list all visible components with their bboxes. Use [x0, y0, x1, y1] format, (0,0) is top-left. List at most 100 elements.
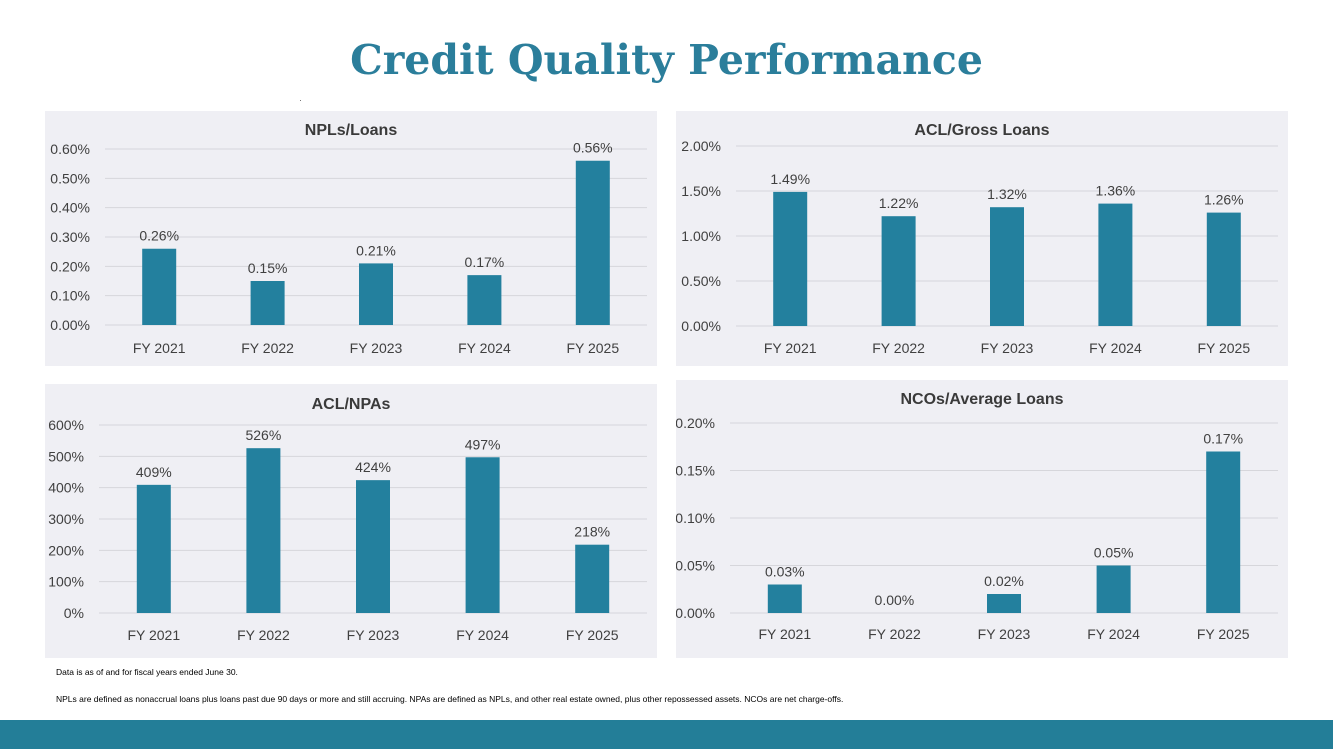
data-label: 1.36%	[1096, 183, 1136, 199]
footnote-fiscal-year: Data is as of and for fiscal years ended…	[56, 667, 238, 677]
data-label: 0.17%	[465, 254, 505, 270]
y-tick-label: 1.00%	[681, 228, 721, 244]
y-tick-label: 0.15%	[676, 463, 715, 479]
y-tick-label: 400%	[48, 480, 84, 496]
bar-fy-2021	[142, 248, 177, 325]
y-tick-label: 0.50%	[681, 273, 721, 289]
y-tick-label: 2.00%	[681, 138, 721, 154]
y-tick-label: 0.60%	[50, 141, 90, 157]
chart-panel-acl-gross-loans: ACL/Gross Loans 0.00% 0.50% 1.00% 1.50% 2.00%…	[676, 111, 1288, 366]
category-label: FY 2022	[868, 626, 921, 642]
category-label: FY 2022	[237, 627, 290, 643]
chart-svg-acl-npas: ACL/NPAs 0% 100% 200% 300% 400% 500% 600% 409% FY…	[48, 396, 647, 643]
bar-fy-2025	[1206, 451, 1241, 613]
bar-fy-2021	[767, 584, 802, 613]
data-label: 0.15%	[248, 260, 288, 276]
data-label: 0.17%	[1203, 431, 1243, 447]
y-tick-label: 200%	[48, 542, 84, 558]
bar-fy-2023	[990, 207, 1024, 326]
category-label: FY 2022	[241, 340, 294, 356]
data-label: 0.21%	[356, 242, 396, 258]
chart-panel-ncos-average-loans: NCOs/Average Loans 0.00% 0.05% 0.10% 0.15% 0.…	[676, 380, 1288, 658]
bar-fy-2024	[465, 457, 500, 613]
category-label: FY 2023	[978, 626, 1031, 642]
y-tick-label: 0.50%	[50, 170, 90, 186]
y-tick-label: 1.50%	[681, 183, 721, 199]
data-label: 1.26%	[1204, 192, 1244, 208]
data-label: 0.03%	[765, 564, 805, 580]
y-tick-label: 0.05%	[676, 558, 715, 574]
data-label: 1.32%	[987, 186, 1027, 202]
stray-dot	[300, 100, 301, 101]
y-tick-label: 300%	[48, 511, 84, 527]
category-label: FY 2024	[1087, 626, 1140, 642]
bar-fy-2025	[1206, 212, 1241, 326]
category-label: FY 2024	[456, 627, 509, 643]
y-tick-label: 600%	[48, 417, 84, 433]
bar-fy-2023	[987, 594, 1021, 613]
category-label: FY 2025	[1197, 340, 1250, 356]
y-tick-label: 0.10%	[50, 288, 90, 304]
category-label: FY 2023	[347, 627, 400, 643]
chart-svg-npls-loans: NPLs/Loans 0.00% 0.10% 0.20% 0.30% 0.40% 0.50%…	[50, 122, 647, 356]
page-title: Credit Quality Performance	[350, 36, 983, 84]
category-label: FY 2024	[1089, 340, 1142, 356]
y-tick-label: 500%	[48, 448, 84, 464]
data-label: 218%	[574, 524, 610, 540]
data-label: 0.26%	[139, 228, 179, 244]
chart-panel-acl-npas: ACL/NPAs 0% 100% 200% 300% 400% 500% 600% 409% FY…	[45, 384, 657, 658]
category-label: FY 2025	[566, 340, 619, 356]
chart-svg-ncos-average-loans: NCOs/Average Loans 0.00% 0.05% 0.10% 0.15% 0.…	[676, 391, 1278, 642]
category-label: FY 2023	[981, 340, 1034, 356]
category-label: FY 2021	[758, 626, 811, 642]
chart-title: NPLs/Loans	[305, 122, 398, 139]
bar-fy-2024	[1098, 203, 1133, 326]
category-label: FY 2022	[872, 340, 925, 356]
chart-title: ACL/NPAs	[312, 396, 391, 413]
category-label: FY 2023	[350, 340, 403, 356]
bar-fy-2024	[1096, 565, 1131, 613]
y-tick-label: 0.00%	[681, 318, 721, 334]
bar-fy-2024	[467, 275, 502, 325]
bar-fy-2022	[250, 281, 285, 325]
data-label: 409%	[136, 464, 172, 480]
data-label: 0.00%	[875, 592, 915, 608]
y-tick-label: 0.20%	[676, 415, 715, 431]
bottom-band	[0, 720, 1333, 749]
category-label: FY 2025	[566, 627, 619, 643]
y-tick-label: 0.20%	[50, 258, 90, 274]
data-label: 526%	[245, 427, 281, 443]
bar-fy-2022	[881, 216, 916, 326]
footnote-definitions: NPLs are defined as nonaccrual loans plu…	[56, 694, 844, 704]
bar-fy-2025	[575, 160, 610, 325]
data-label: 1.49%	[770, 171, 810, 187]
bar-fy-2025	[575, 544, 610, 613]
chart-title: NCOs/Average Loans	[900, 391, 1063, 408]
y-tick-label: 0.30%	[50, 229, 90, 245]
chart-title: ACL/Gross Loans	[914, 122, 1049, 139]
y-tick-label: 0.00%	[50, 317, 90, 333]
category-label: FY 2021	[764, 340, 817, 356]
data-label: 497%	[465, 436, 501, 452]
data-label: 0.56%	[573, 140, 613, 156]
category-label: FY 2025	[1197, 626, 1250, 642]
data-label: 0.05%	[1094, 545, 1134, 561]
bar-fy-2022	[246, 448, 281, 613]
bar-fy-2023	[356, 480, 390, 613]
data-label: 424%	[355, 459, 391, 475]
category-label: FY 2021	[133, 340, 186, 356]
data-label: 0.02%	[984, 573, 1024, 589]
chart-panel-npls-loans: NPLs/Loans 0.00% 0.10% 0.20% 0.30% 0.40% 0.50%…	[45, 111, 657, 366]
y-tick-label: 0%	[64, 605, 84, 621]
bar-fy-2021	[136, 484, 171, 613]
y-tick-label: 0.40%	[50, 200, 90, 216]
y-tick-label: 0.10%	[676, 510, 715, 526]
chart-svg-acl-gross-loans: ACL/Gross Loans 0.00% 0.50% 1.00% 1.50% 2.00%…	[681, 122, 1278, 356]
category-label: FY 2024	[458, 340, 511, 356]
bar-fy-2021	[773, 191, 808, 326]
data-label: 1.22%	[879, 195, 919, 211]
y-tick-label: 100%	[48, 574, 84, 590]
category-label: FY 2021	[127, 627, 180, 643]
bar-fy-2023	[359, 263, 393, 325]
y-tick-label: 0.00%	[676, 605, 715, 621]
